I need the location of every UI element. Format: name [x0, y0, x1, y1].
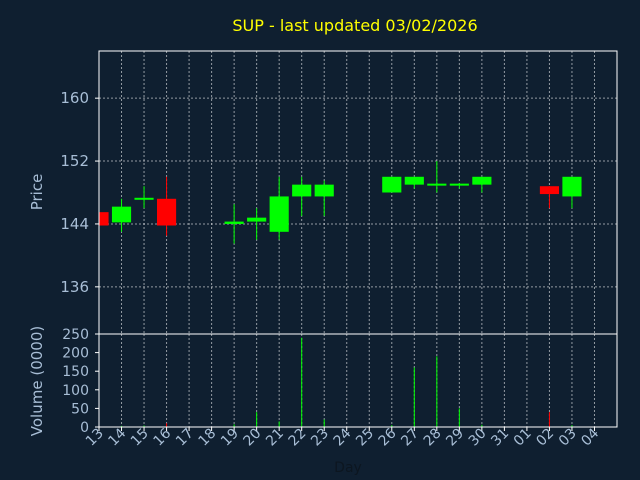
candle [314, 180, 334, 217]
x-tick-label: 26 [376, 425, 400, 449]
candle [404, 176, 424, 189]
candle [111, 198, 132, 232]
x-tick-label: 23 [308, 426, 332, 450]
candle-body [99, 212, 109, 226]
candle [382, 176, 402, 193]
candles [98, 161, 582, 244]
volume-bars [98, 337, 573, 427]
price-grid [99, 51, 617, 334]
candle [449, 183, 469, 189]
x-tick-label: 30 [466, 426, 490, 450]
candle-body [111, 206, 132, 223]
volume-tick-label: 250 [62, 327, 89, 343]
candle-body [292, 184, 312, 197]
candle-body [382, 176, 402, 193]
x-tick-label: 14 [105, 425, 129, 449]
volume-tick-label: 150 [62, 364, 89, 380]
price-tick-label: 160 [60, 89, 89, 107]
price-tick-label: 144 [60, 215, 89, 233]
x-tick-label: 28 [421, 426, 445, 450]
x-tick-label: 15 [128, 426, 152, 450]
candle-body [156, 198, 177, 226]
candle [292, 176, 312, 217]
x-tick-label: 27 [398, 426, 422, 450]
volume-panel-frame [98, 333, 618, 428]
candle-body [269, 196, 289, 232]
candle [427, 161, 447, 193]
candle [539, 186, 560, 209]
candle-body [472, 176, 492, 185]
x-tick-label: 03 [556, 426, 580, 450]
price-panel-frame [98, 50, 618, 335]
x-tick-label: 21 [263, 426, 287, 450]
candle-body [314, 184, 334, 197]
plot-frames [98, 50, 618, 428]
candle [247, 208, 267, 240]
price-axis-label: Price [28, 174, 46, 211]
x-tick-label: 19 [218, 426, 242, 450]
volume-tick-label: 50 [71, 401, 89, 417]
volume-tick-label: 0 [80, 420, 89, 436]
candle-body [562, 176, 582, 197]
candle [98, 212, 109, 228]
x-tick-label: 04 [578, 425, 602, 449]
candle [562, 176, 582, 209]
volume-axis-label: Volume (0000) [28, 326, 46, 436]
x-ticks: 1314151617181920212223242526272829303101… [83, 425, 602, 449]
candle-body [224, 221, 244, 224]
candle-body [247, 217, 267, 222]
x-tick-label: 29 [443, 426, 467, 450]
chart-title: SUP - last updated 03/02/2026 [232, 16, 477, 35]
candle-body [404, 176, 424, 185]
candle [156, 176, 177, 236]
x-tick-label: 18 [196, 426, 220, 450]
x-tick-label: 17 [173, 426, 197, 450]
candle-body [427, 183, 447, 186]
x-tick-label: 02 [533, 426, 557, 450]
volume-grid [121, 334, 595, 427]
candle-body [539, 186, 560, 195]
price-tick-label: 136 [60, 278, 89, 296]
y-ticks: 136 144 152 160 0 50 100 150 200 250 [60, 89, 99, 436]
x-tick-label: 31 [488, 426, 512, 450]
candle-body [134, 197, 154, 200]
candle-body [449, 183, 469, 186]
price-tick-label: 152 [60, 152, 89, 170]
volume-tick-label: 200 [62, 346, 89, 362]
x-tick-label: 25 [353, 426, 377, 450]
x-tick-label: 20 [241, 426, 265, 450]
candle [269, 176, 289, 240]
x-tick-label: 16 [150, 425, 174, 449]
volume-tick-label: 100 [62, 383, 89, 399]
candle [224, 204, 244, 244]
candle [472, 176, 492, 193]
x-tick-label: 24 [331, 425, 355, 449]
x-axis-label: Day [334, 460, 362, 476]
x-tick-label: 01 [511, 426, 535, 450]
candle [134, 186, 154, 209]
x-tick-label: 22 [286, 426, 310, 450]
